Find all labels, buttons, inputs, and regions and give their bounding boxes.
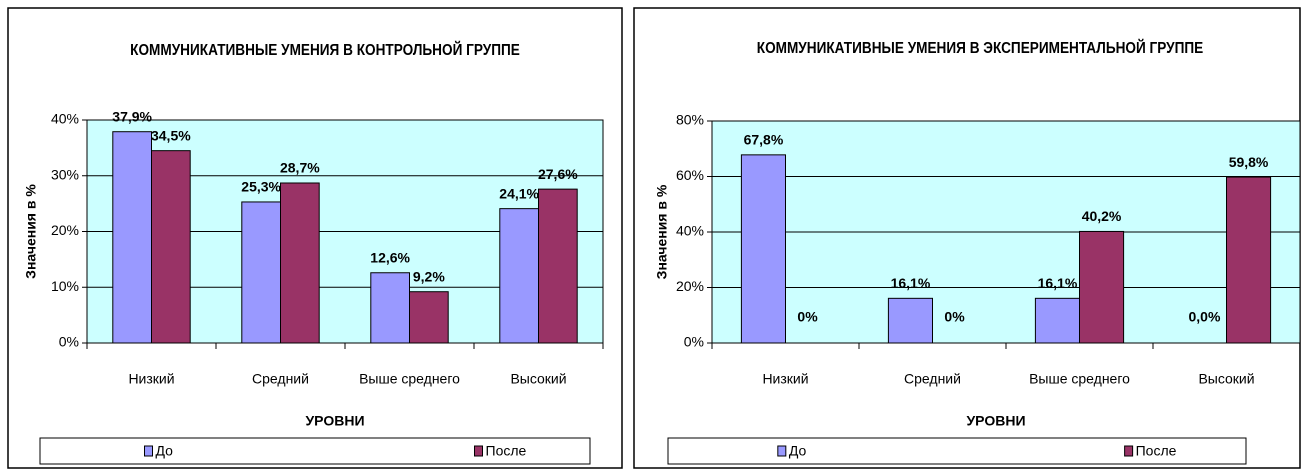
bar (280, 182, 320, 344)
y-tick-label: 20% (676, 278, 704, 294)
legend-label: После (486, 443, 527, 459)
bar (112, 131, 153, 344)
value-label: 59,8% (1229, 154, 1269, 170)
bar (887, 297, 934, 344)
value-label: 0,0% (1188, 309, 1220, 325)
y-tick-label: 80% (676, 112, 704, 128)
y-axis-label: Значения в % (23, 184, 39, 279)
value-label: 37,9% (112, 108, 152, 124)
bar (151, 150, 191, 344)
legend-label: До (156, 443, 174, 459)
legend-swatch (474, 445, 483, 457)
y-tick-label: 40% (51, 111, 79, 127)
bar (409, 291, 449, 344)
value-label: 28,7% (280, 160, 320, 176)
x-tick-label: Средний (904, 371, 961, 387)
x-tick-label: Выше среднего (359, 371, 460, 387)
bar (241, 201, 282, 344)
value-label: 40,2% (1082, 208, 1122, 224)
value-label: 67,8% (744, 132, 784, 148)
y-tick-label: 30% (51, 166, 79, 182)
bar (740, 154, 787, 344)
x-axis-label: УРОВНИ (305, 413, 364, 429)
legend-label: После (1136, 443, 1177, 459)
value-label: 0% (797, 309, 818, 325)
x-tick-label: Низкий (128, 371, 174, 387)
bar (499, 208, 539, 344)
value-label: 0% (944, 309, 965, 325)
bar (370, 272, 410, 344)
legend-swatch (144, 445, 153, 457)
legend-label: До (789, 443, 807, 459)
chart-title: КОММУНИКАТИВНЫЕ УМЕНИЯ В КОНТРОЛЬНОЙ ГРУ… (130, 42, 520, 59)
chart-title: КОММУНИКАТИВНЫЕ УМЕНИЯ В ЭКСПЕРИМЕНТАЛЬН… (756, 40, 1204, 57)
value-label: 34,5% (151, 127, 191, 143)
bar (1226, 176, 1272, 344)
value-label: 25,3% (241, 179, 281, 195)
y-tick-label: 0% (684, 334, 704, 350)
value-label: 16,1% (1038, 275, 1078, 291)
value-label: 16,1% (891, 275, 931, 291)
bar (538, 188, 578, 344)
bar (1034, 297, 1081, 344)
y-tick-label: 40% (676, 223, 704, 239)
y-tick-label: 0% (59, 334, 79, 350)
y-tick-label: 60% (676, 167, 704, 183)
x-tick-label: Средний (252, 371, 309, 387)
legend (39, 437, 591, 465)
legend-swatch (1124, 445, 1134, 457)
y-tick-label: 20% (51, 222, 79, 238)
value-label: 12,6% (370, 249, 410, 265)
x-tick-label: Выше среднего (1029, 371, 1130, 387)
y-axis-label: Значения в % (654, 184, 670, 279)
x-axis-label: УРОВНИ (966, 413, 1025, 429)
value-label: 27,6% (538, 166, 578, 182)
x-tick-label: Высокий (510, 371, 566, 387)
x-tick-label: Высокий (1198, 371, 1254, 387)
x-tick-label: Низкий (762, 371, 808, 387)
legend-swatch (777, 445, 787, 457)
value-label: 9,2% (413, 268, 445, 284)
bar (1079, 230, 1125, 344)
value-label: 24,1% (499, 185, 539, 201)
y-tick-label: 10% (51, 278, 79, 294)
legend (667, 437, 1247, 465)
